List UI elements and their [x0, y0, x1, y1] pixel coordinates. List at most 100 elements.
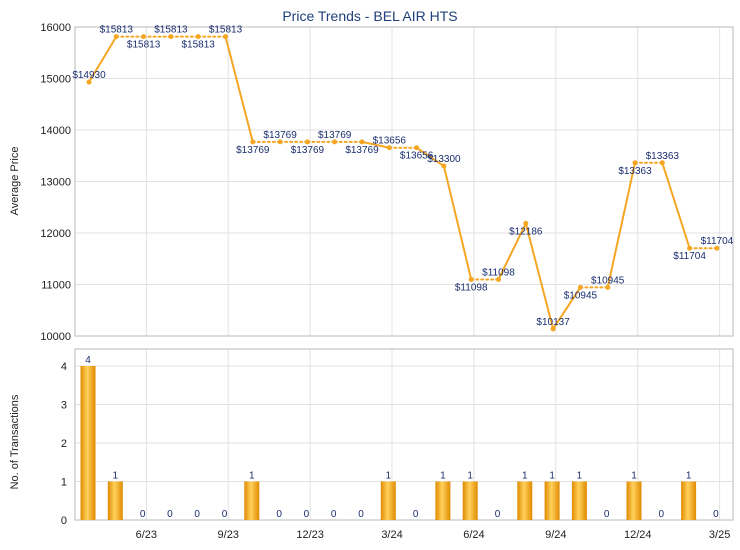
price-data-label: $13363	[618, 166, 652, 177]
transaction-bar	[435, 481, 451, 520]
price-point	[605, 284, 611, 290]
price-data-label: $15813	[209, 25, 243, 36]
price-data-label: $12186	[509, 226, 543, 237]
price-line-segment	[661, 161, 691, 250]
transaction-count-label: 1	[249, 471, 255, 482]
price-data-label: $10945	[564, 290, 598, 301]
price-point	[195, 34, 201, 40]
transaction-bar	[80, 366, 96, 520]
price-data-label: $13769	[291, 145, 325, 156]
price-point	[168, 34, 174, 40]
x-tick-label: 6/23	[136, 529, 157, 541]
price-line-segment	[497, 222, 527, 281]
price-point	[304, 139, 310, 145]
price-point	[277, 139, 283, 145]
price-line-segment	[442, 165, 473, 281]
price-point	[468, 276, 474, 282]
transaction-count-label: 0	[713, 509, 719, 520]
price-data-label: $11704	[673, 251, 706, 262]
transaction-bar	[462, 481, 478, 520]
transaction-bar	[517, 481, 533, 520]
price-point	[250, 139, 256, 145]
price-data-label: $13769	[236, 145, 270, 156]
price-data-label: $13769	[318, 130, 352, 141]
price-line-segment	[224, 35, 254, 143]
price-y-tick-label: 16000	[40, 22, 71, 34]
transaction-count-label: 0	[604, 509, 610, 520]
price-data-label: $13363	[646, 151, 680, 162]
price-point	[414, 145, 420, 151]
price-data-label: $13656	[400, 151, 434, 162]
price-y-tick-label: 11000	[41, 280, 71, 292]
transactions-y-tick-label: 2	[61, 438, 67, 450]
price-point	[141, 34, 147, 40]
price-data-label: $13769	[263, 130, 297, 141]
price-point	[523, 220, 529, 226]
price-y-tick-label: 14000	[40, 125, 71, 137]
price-point	[86, 79, 92, 85]
transaction-count-label: 0	[140, 509, 146, 520]
price-point	[687, 245, 693, 251]
price-data-label: $10137	[536, 317, 570, 328]
transaction-count-label: 0	[194, 509, 200, 520]
transactions-y-axis-label: No. of Transactions	[9, 394, 21, 489]
transactions-y-tick-label: 3	[61, 400, 67, 412]
price-point	[441, 163, 447, 169]
chart-title: Price Trends - BEL AIR HTS	[282, 8, 457, 24]
transaction-count-label: 4	[85, 355, 91, 366]
price-y-tick-label: 13000	[40, 177, 71, 189]
transaction-count-label: 0	[495, 509, 501, 520]
price-data-label: $11098	[455, 282, 488, 293]
transaction-count-label: 0	[413, 509, 419, 520]
transaction-count-label: 1	[386, 471, 392, 482]
transaction-bar	[107, 481, 123, 520]
price-y-tick-label: 10000	[40, 331, 71, 343]
transaction-bar	[626, 481, 642, 520]
transaction-count-label: 1	[440, 471, 446, 482]
price-line-segment	[88, 35, 118, 84]
transaction-count-label: 0	[222, 509, 228, 520]
price-point	[359, 139, 365, 145]
transactions-panel-frame	[74, 348, 734, 521]
price-y-tick-label: 15000	[40, 74, 71, 86]
transaction-count-label: 0	[659, 509, 665, 520]
price-data-label: $10945	[591, 275, 625, 286]
price-line-segment	[524, 222, 555, 330]
price-y-axis-label: Average Price	[9, 147, 21, 216]
transaction-count-label: 1	[577, 471, 583, 482]
x-tick-label: 12/24	[624, 529, 652, 541]
price-point	[332, 139, 338, 145]
transaction-count-label: 1	[631, 471, 637, 482]
x-tick-label: 12/23	[296, 529, 324, 541]
transaction-bar	[681, 481, 697, 520]
price-point	[577, 284, 583, 290]
price-point	[496, 276, 501, 282]
transaction-bar	[244, 481, 260, 520]
transaction-count-label: 1	[522, 471, 528, 482]
price-data-label: $15813	[182, 40, 216, 51]
transaction-bar	[571, 481, 587, 520]
price-point	[550, 326, 556, 332]
price-data-label: $11098	[482, 267, 515, 278]
transactions-y-tick-label: 4	[61, 361, 67, 373]
transaction-count-label: 0	[167, 509, 173, 520]
price-data-label: $15813	[100, 25, 134, 36]
x-tick-label: 3/25	[709, 529, 730, 541]
transaction-count-label: 0	[276, 509, 282, 520]
price-data-label: $14930	[72, 70, 106, 81]
price-data-label: $15813	[154, 25, 188, 36]
price-line-segment	[606, 161, 636, 289]
price-point	[386, 145, 392, 151]
price-data-label: $11704	[701, 236, 734, 247]
price-point	[223, 34, 228, 40]
price-point	[632, 160, 638, 166]
transaction-count-label: 1	[549, 471, 555, 482]
price-point	[714, 245, 720, 251]
x-tick-label: 9/24	[545, 529, 566, 541]
transaction-count-label: 1	[467, 471, 473, 482]
price-line-segment	[552, 286, 582, 330]
transaction-count-label: 0	[358, 509, 364, 520]
price-y-tick-label: 12000	[40, 228, 71, 240]
transactions-y-tick-label: 1	[61, 477, 67, 489]
price-line-panel: 10000 11000 12000 13000 14000 15000 16000 $1493…	[40, 22, 733, 343]
